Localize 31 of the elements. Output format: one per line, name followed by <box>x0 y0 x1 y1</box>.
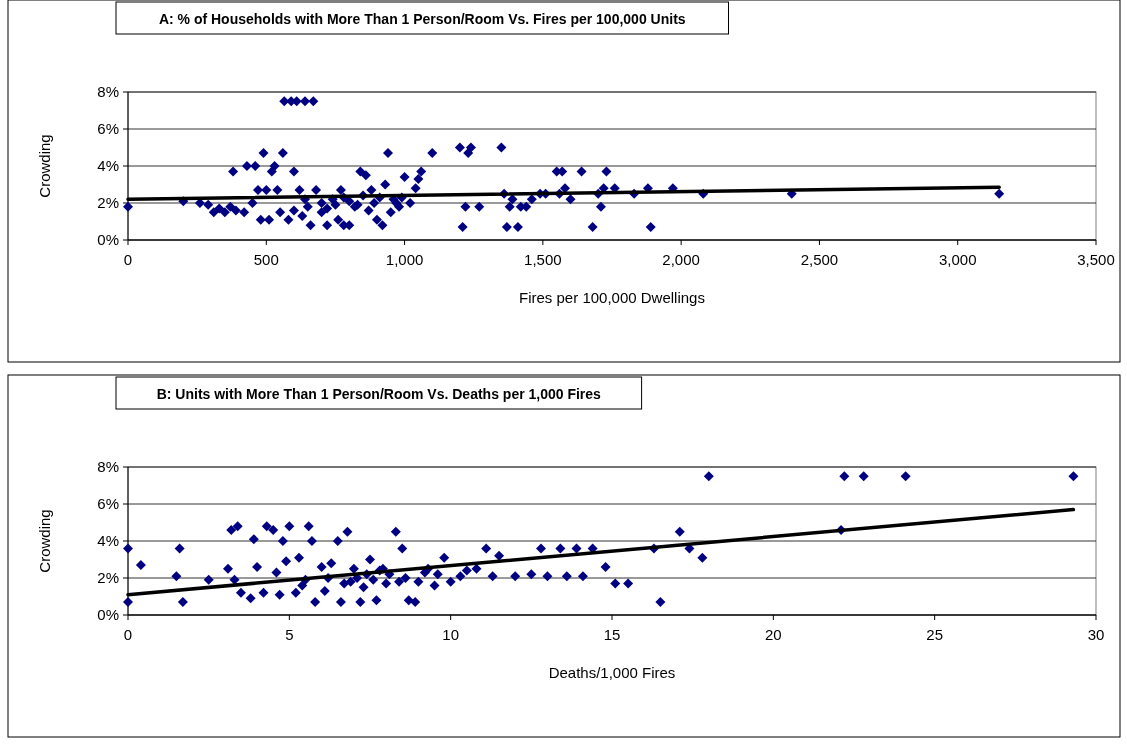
x-tick-label: 1,000 <box>385 251 424 268</box>
y-axis-title: Crowding <box>36 509 53 573</box>
y-tick-label: 0% <box>97 606 119 623</box>
y-tick-label: 2% <box>97 194 119 211</box>
x-tick-label: 3,000 <box>938 251 977 268</box>
x-tick-label: 0 <box>123 251 133 268</box>
x-tick-label: 10 <box>442 626 460 643</box>
x-axis-title: Fires per 100,000 Dwellings <box>519 289 705 306</box>
x-tick-label: 25 <box>926 626 944 643</box>
x-tick-label: 2,000 <box>662 251 700 268</box>
x-tick-label: 2,500 <box>800 251 839 268</box>
x-tick-label: 15 <box>603 626 621 643</box>
x-tick-label: 30 <box>1087 626 1105 643</box>
y-tick-label: 8% <box>97 458 119 475</box>
x-tick-label: 1,500 <box>524 251 562 268</box>
y-tick-label: 2% <box>97 569 119 586</box>
y-tick-label: 4% <box>97 532 119 549</box>
y-tick-label: 6% <box>97 495 119 512</box>
y-tick-label: 8% <box>97 83 119 100</box>
chart-title: A: % of Households with More Than 1 Person/Room Vs. Fires per 100,000 Units <box>158 11 686 27</box>
x-tick-label: 500 <box>253 251 279 268</box>
y-tick-label: 6% <box>97 120 119 137</box>
y-axis-title: Crowding <box>36 134 53 198</box>
x-axis-title: Deaths/1,000 Fires <box>548 664 676 681</box>
x-tick-label: 5 <box>285 626 294 643</box>
chart-title: B: Units with More Than 1 Person/Room Vs. Deaths per 1,000 Fires <box>156 386 602 402</box>
y-tick-label: 4% <box>97 157 119 174</box>
x-tick-label: 20 <box>764 626 782 643</box>
x-tick-label: 0 <box>123 626 133 643</box>
y-tick-label: 0% <box>97 231 119 248</box>
x-tick-label: 3,500 <box>1077 251 1115 268</box>
